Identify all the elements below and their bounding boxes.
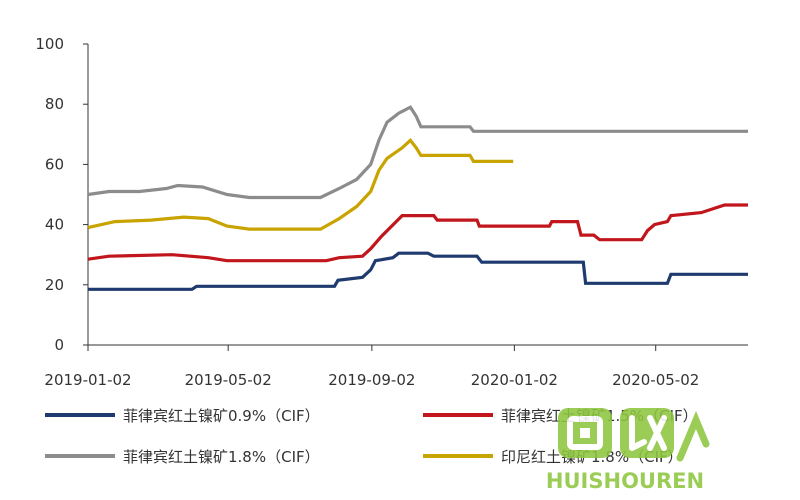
y-tick-label-80: 80 [45,95,64,113]
x-tick-label-2020-01-02: 2020-01-02 [471,371,558,389]
y-tick-label-40: 40 [45,216,64,234]
series-layer [87,105,748,291]
series-line-4 [87,137,514,231]
y-tick-label-0: 0 [54,336,64,354]
series-line-1 [88,251,748,291]
series-line-2 [87,203,748,263]
x-tick-label-2019-09-02: 2019-09-02 [328,371,415,389]
x-tick-label-2020-05-02: 2020-05-02 [612,371,699,389]
x-tick-label-2019-01-02: 2019-01-02 [44,371,131,389]
y-tick-label-20: 20 [45,276,64,294]
y-tick-label-60: 60 [45,155,64,173]
series-line-3 [87,105,748,200]
axes: 0 20 40 60 80 100 2019-01-02 2019-05-02 2019-09-… [35,35,748,389]
x-tick-label-2019-05-02: 2019-05-02 [185,371,272,389]
watermark-brand-text: HUISHOUREN [546,469,704,493]
watermark-logo: HUISHOUREN [546,408,710,493]
y-tick-label-100: 100 [35,35,64,53]
